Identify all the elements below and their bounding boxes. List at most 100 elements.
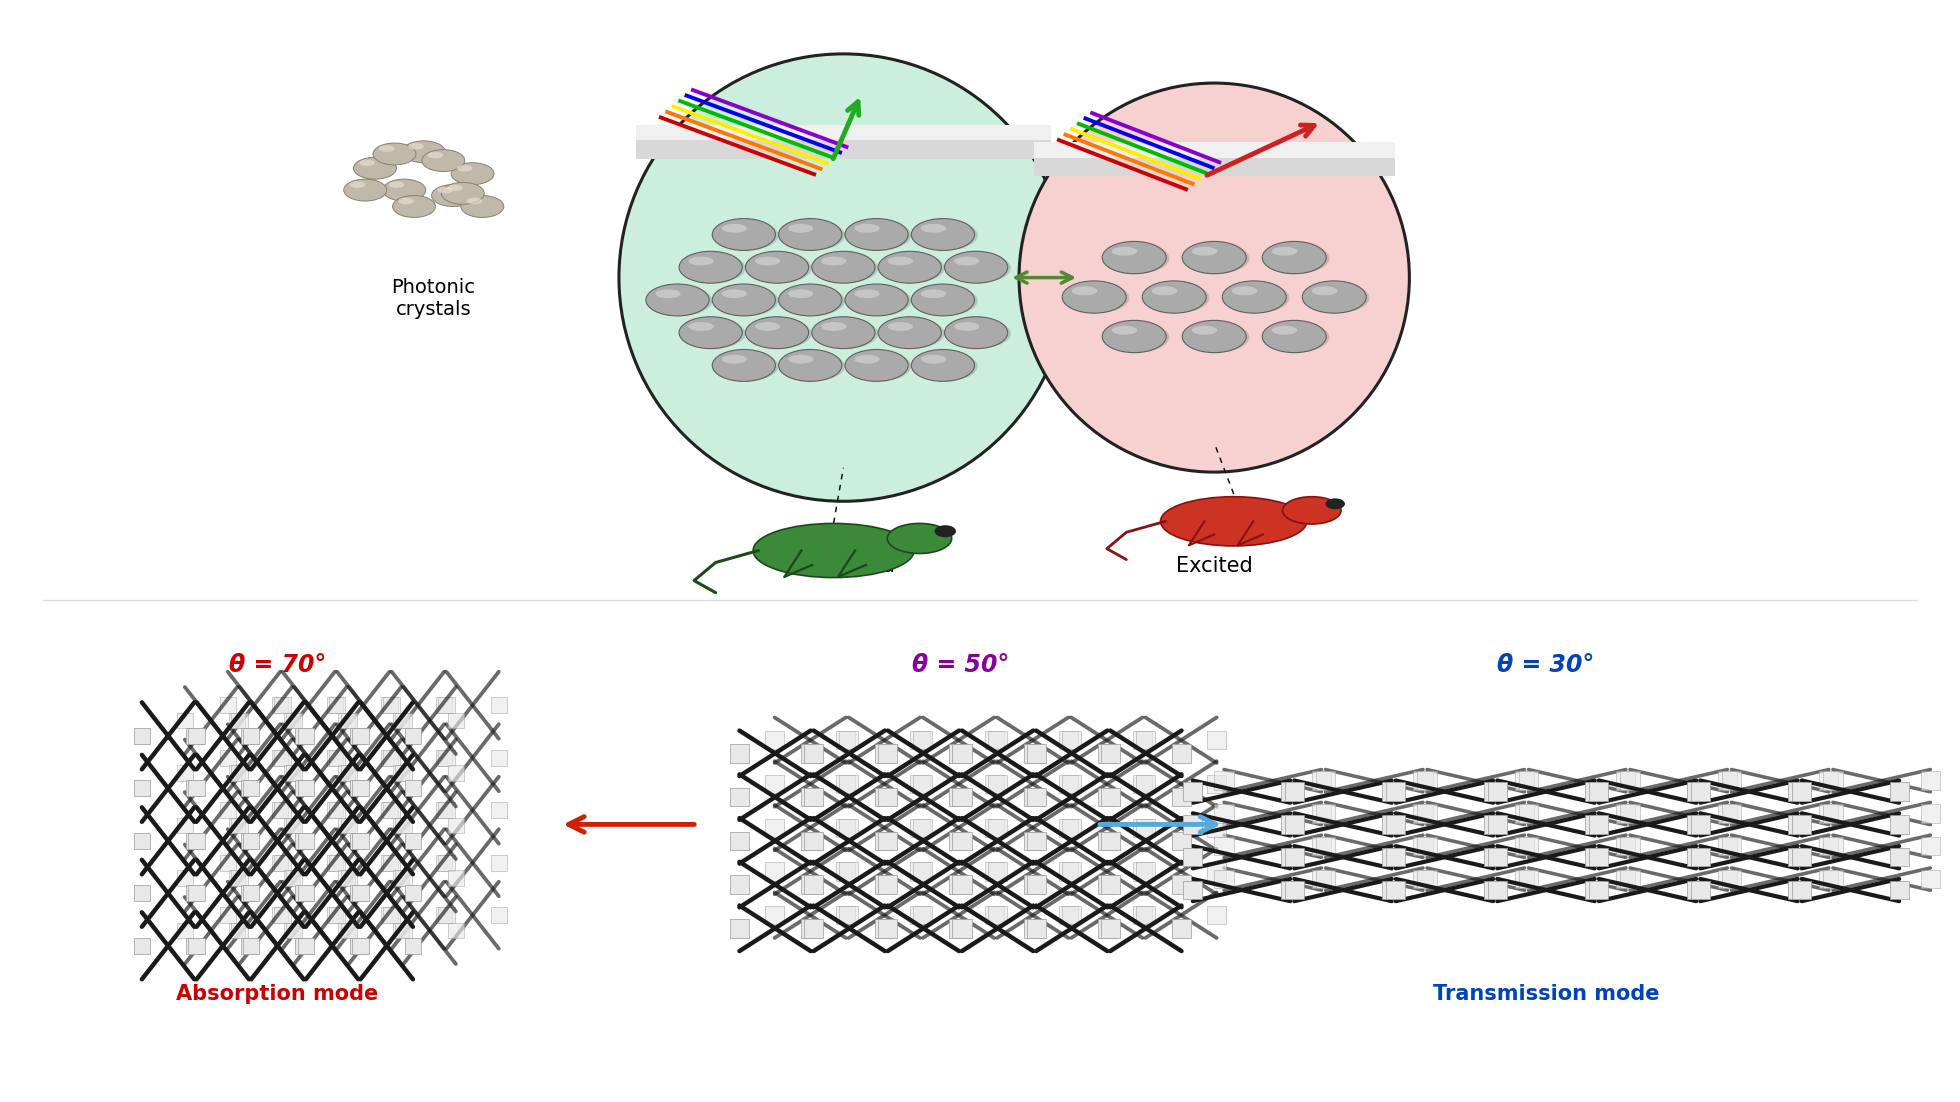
Bar [286, 713, 302, 728]
Bar [353, 728, 368, 744]
Bar [1027, 875, 1047, 894]
Bar [839, 775, 858, 793]
Bar [1027, 744, 1047, 763]
Bar [1062, 775, 1080, 793]
Ellipse shape [845, 220, 911, 250]
Bar [490, 855, 508, 871]
Ellipse shape [845, 352, 911, 381]
Bar [284, 871, 300, 886]
Bar [729, 919, 749, 938]
Bar [1215, 869, 1233, 888]
Bar [439, 698, 455, 713]
Bar [1617, 804, 1635, 823]
Bar [1027, 919, 1047, 938]
Bar [188, 885, 204, 901]
Bar [176, 922, 192, 939]
Bar [1921, 869, 1940, 888]
Bar [1717, 804, 1737, 823]
Bar [949, 919, 968, 938]
Bar [176, 871, 192, 886]
Bar [1519, 869, 1539, 888]
Bar [274, 907, 290, 923]
Bar [1723, 804, 1740, 823]
Ellipse shape [745, 251, 809, 283]
Bar [1311, 804, 1331, 823]
Bar [1688, 849, 1705, 866]
Bar [1027, 788, 1047, 807]
Ellipse shape [921, 290, 947, 299]
Ellipse shape [647, 284, 710, 316]
Bar [284, 922, 300, 939]
Ellipse shape [382, 180, 425, 201]
Bar [220, 907, 235, 923]
Bar [1889, 782, 1909, 801]
Bar [802, 744, 819, 763]
Bar [1033, 142, 1396, 158]
Bar [913, 819, 933, 836]
Ellipse shape [431, 185, 474, 206]
Bar [1621, 869, 1641, 888]
Bar [878, 788, 898, 807]
Bar [984, 819, 1004, 836]
Ellipse shape [647, 285, 711, 316]
Ellipse shape [1182, 241, 1247, 273]
Bar [1062, 819, 1080, 836]
Bar [1484, 815, 1503, 833]
Bar [1484, 782, 1503, 801]
Ellipse shape [1262, 241, 1327, 273]
Bar [404, 938, 421, 953]
Bar [243, 938, 259, 953]
Bar [984, 862, 1004, 880]
Ellipse shape [911, 349, 974, 381]
Bar [913, 862, 933, 880]
Bar [241, 938, 257, 953]
Bar [396, 922, 412, 939]
Ellipse shape [447, 185, 463, 191]
Ellipse shape [437, 187, 453, 193]
Ellipse shape [945, 318, 1011, 348]
Bar [839, 862, 858, 880]
Bar [274, 698, 290, 713]
Bar [1921, 838, 1940, 855]
Bar [1889, 880, 1909, 899]
Bar [764, 731, 784, 749]
Bar [188, 938, 204, 953]
Bar [231, 765, 247, 781]
Bar [188, 728, 204, 744]
Bar [1819, 838, 1838, 855]
Ellipse shape [1102, 244, 1170, 273]
Bar [435, 749, 453, 766]
Bar [839, 819, 858, 836]
Ellipse shape [353, 158, 396, 180]
Ellipse shape [778, 285, 845, 316]
Text: Excited: Excited [1176, 557, 1252, 576]
Bar [329, 855, 345, 871]
Ellipse shape [911, 352, 978, 381]
Bar [1717, 869, 1737, 888]
Ellipse shape [1182, 321, 1247, 353]
Text: Relaxed: Relaxed [811, 557, 894, 576]
Bar [876, 919, 894, 938]
Bar [384, 855, 400, 871]
Ellipse shape [1262, 322, 1329, 353]
Bar [1382, 880, 1401, 899]
Bar [1590, 815, 1609, 833]
Bar [447, 818, 465, 833]
Bar [188, 833, 204, 849]
Bar [1172, 832, 1192, 850]
Bar [953, 744, 972, 763]
Bar [984, 731, 1004, 749]
Bar [490, 698, 508, 713]
Bar [241, 780, 257, 797]
Ellipse shape [349, 182, 365, 188]
Bar [1207, 819, 1227, 836]
Ellipse shape [753, 523, 913, 577]
Ellipse shape [1272, 326, 1298, 335]
Bar [876, 788, 894, 807]
Ellipse shape [945, 251, 1007, 283]
Bar [1590, 880, 1609, 899]
Bar [1819, 869, 1838, 888]
Bar [1027, 832, 1047, 850]
Bar [176, 818, 192, 833]
Bar [953, 832, 972, 850]
